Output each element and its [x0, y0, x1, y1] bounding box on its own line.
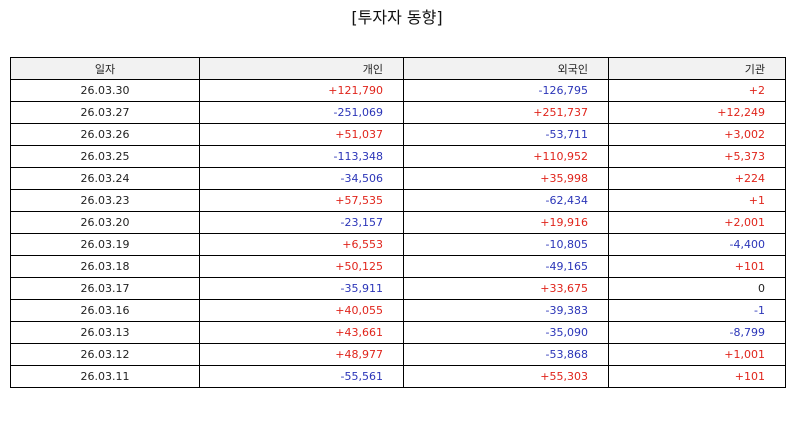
- cell-individual: -113,348: [199, 145, 404, 168]
- cell-institution: +2,001: [608, 211, 786, 234]
- table-row: 26.03.11 -55,561 +55,303 +101: [10, 365, 786, 388]
- cell-individual: +57,535: [199, 189, 404, 212]
- cell-institution: +101: [608, 255, 786, 278]
- cell-individual: +40,055: [199, 299, 404, 322]
- cell-individual: -35,911: [199, 277, 404, 300]
- header-individual: 개인: [199, 57, 404, 80]
- cell-foreign: -126,795: [403, 79, 609, 102]
- cell-foreign: -62,434: [403, 189, 609, 212]
- cell-institution: +1: [608, 189, 786, 212]
- cell-date: 26.03.30: [10, 79, 200, 102]
- table-header-row: 일자 개인 외국인 기관: [10, 57, 786, 80]
- table-body: 26.03.30 +121,790 -126,795 +2 26.03.27 -…: [10, 79, 786, 388]
- table-row: 26.03.25 -113,348 +110,952 +5,373: [10, 145, 786, 168]
- table-row: 26.03.13 +43,661 -35,090 -8,799: [10, 321, 786, 344]
- cell-individual: -23,157: [199, 211, 404, 234]
- cell-foreign: +110,952: [403, 145, 609, 168]
- cell-foreign: +19,916: [403, 211, 609, 234]
- cell-foreign: -10,805: [403, 233, 609, 256]
- header-foreign: 외국인: [403, 57, 609, 80]
- cell-institution: +2: [608, 79, 786, 102]
- cell-foreign: +35,998: [403, 167, 609, 190]
- table-row: 26.03.23 +57,535 -62,434 +1: [10, 189, 786, 212]
- header-institution: 기관: [608, 57, 786, 80]
- cell-individual: +48,977: [199, 343, 404, 366]
- cell-date: 26.03.23: [10, 189, 200, 212]
- cell-date: 26.03.18: [10, 255, 200, 278]
- table-row: 26.03.26 +51,037 -53,711 +3,002: [10, 123, 786, 146]
- cell-institution: -8,799: [608, 321, 786, 344]
- cell-date: 26.03.17: [10, 277, 200, 300]
- cell-date: 26.03.24: [10, 167, 200, 190]
- cell-foreign: -53,868: [403, 343, 609, 366]
- cell-institution: -4,400: [608, 233, 786, 256]
- cell-date: 26.03.25: [10, 145, 200, 168]
- investor-flow-table: 일자 개인 외국인 기관 26.03.30 +121,790 -126,795 …: [10, 57, 786, 388]
- cell-individual: +6,553: [199, 233, 404, 256]
- cell-foreign: +251,737: [403, 101, 609, 124]
- cell-institution: +12,249: [608, 101, 786, 124]
- cell-foreign: -53,711: [403, 123, 609, 146]
- cell-date: 26.03.19: [10, 233, 200, 256]
- table-row: 26.03.17 -35,911 +33,675 0: [10, 277, 786, 300]
- cell-individual: +51,037: [199, 123, 404, 146]
- table-row: 26.03.16 +40,055 -39,383 -1: [10, 299, 786, 322]
- cell-individual: -34,506: [199, 167, 404, 190]
- cell-foreign: +33,675: [403, 277, 609, 300]
- table-row: 26.03.27 -251,069 +251,737 +12,249: [10, 101, 786, 124]
- cell-date: 26.03.20: [10, 211, 200, 234]
- cell-date: 26.03.27: [10, 101, 200, 124]
- table-row: 26.03.18 +50,125 -49,165 +101: [10, 255, 786, 278]
- cell-individual: +121,790: [199, 79, 404, 102]
- cell-institution: +1,001: [608, 343, 786, 366]
- cell-date: 26.03.26: [10, 123, 200, 146]
- table-row: 26.03.19 +6,553 -10,805 -4,400: [10, 233, 786, 256]
- table-row: 26.03.24 -34,506 +35,998 +224: [10, 167, 786, 190]
- cell-institution: +5,373: [608, 145, 786, 168]
- cell-individual: -251,069: [199, 101, 404, 124]
- cell-foreign: -49,165: [403, 255, 609, 278]
- table-row: 26.03.12 +48,977 -53,868 +1,001: [10, 343, 786, 366]
- cell-institution: +224: [608, 167, 786, 190]
- cell-institution: +101: [608, 365, 786, 388]
- cell-foreign: +55,303: [403, 365, 609, 388]
- cell-foreign: -35,090: [403, 321, 609, 344]
- cell-individual: +50,125: [199, 255, 404, 278]
- cell-individual: +43,661: [199, 321, 404, 344]
- table-row: 26.03.30 +121,790 -126,795 +2: [10, 79, 786, 102]
- cell-date: 26.03.13: [10, 321, 200, 344]
- cell-institution: 0: [608, 277, 786, 300]
- header-date: 일자: [10, 57, 200, 80]
- cell-institution: +3,002: [608, 123, 786, 146]
- cell-institution: -1: [608, 299, 786, 322]
- cell-individual: -55,561: [199, 365, 404, 388]
- cell-foreign: -39,383: [403, 299, 609, 322]
- cell-date: 26.03.12: [10, 343, 200, 366]
- cell-date: 26.03.11: [10, 365, 200, 388]
- cell-date: 26.03.16: [10, 299, 200, 322]
- page-title: [투자자 동향]: [351, 8, 443, 27]
- table-row: 26.03.20 -23,157 +19,916 +2,001: [10, 211, 786, 234]
